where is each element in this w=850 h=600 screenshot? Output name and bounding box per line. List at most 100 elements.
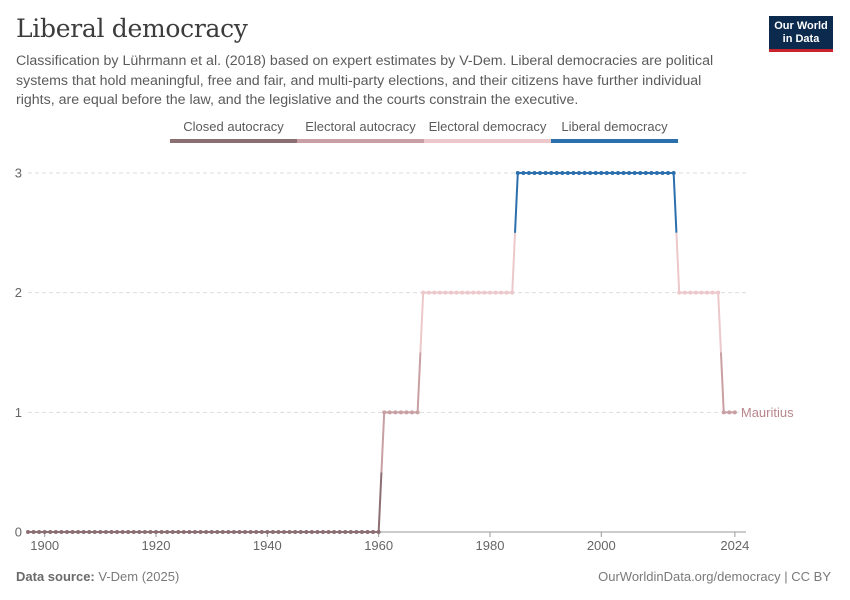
- data-point: [248, 530, 253, 534]
- data-source-label: Data source:: [16, 569, 95, 584]
- data-point: [649, 171, 654, 175]
- data-point: [87, 530, 92, 534]
- data-point: [359, 530, 364, 534]
- series-transition: [511, 232, 517, 293]
- data-source-value[interactable]: V-Dem (2025): [98, 569, 180, 584]
- data-point: [126, 530, 131, 534]
- legend-item-electoral-democracy[interactable]: Electoral democracy: [424, 118, 551, 144]
- data-point: [510, 290, 515, 295]
- data-point: [154, 530, 159, 534]
- legend-item-liberal-democracy[interactable]: Liberal democracy: [551, 118, 678, 144]
- y-tick-label: 2: [15, 285, 22, 300]
- x-tick-label: 1960: [364, 538, 393, 553]
- data-point: [365, 530, 370, 534]
- series-transition: [672, 172, 678, 233]
- data-point: [615, 171, 620, 175]
- data-point: [538, 171, 543, 175]
- legend-item-electoral-autocracy[interactable]: Electoral autocracy: [297, 118, 424, 144]
- data-point: [705, 290, 710, 295]
- data-point: [204, 530, 209, 534]
- data-point: [103, 530, 108, 534]
- data-point: [499, 290, 504, 295]
- data-point: [699, 290, 704, 295]
- data-point: [404, 410, 409, 415]
- data-point: [70, 530, 75, 534]
- data-point: [654, 171, 659, 175]
- legend-swatch: [424, 139, 551, 143]
- data-point: [693, 290, 698, 295]
- data-point: [326, 530, 331, 534]
- data-point: [582, 171, 587, 175]
- data-point: [393, 410, 398, 415]
- data-point: [120, 530, 125, 534]
- data-point: [515, 171, 520, 175]
- data-point: [170, 530, 175, 534]
- data-point: [259, 530, 264, 534]
- data-point: [599, 171, 604, 175]
- data-point: [621, 171, 626, 175]
- data-point: [682, 290, 687, 295]
- data-point: [265, 530, 270, 534]
- footer-url[interactable]: OurWorldinData.org/democracy | CC BY: [598, 569, 831, 584]
- data-point: [560, 171, 565, 175]
- data-point: [309, 530, 314, 534]
- legend-swatch: [170, 139, 297, 143]
- data-point: [81, 530, 86, 534]
- data-point: [176, 530, 181, 534]
- series-transition: [675, 232, 681, 293]
- data-point: [487, 290, 492, 295]
- data-point: [716, 290, 721, 295]
- x-tick-label: 1920: [142, 538, 171, 553]
- y-tick-label: 1: [15, 405, 22, 420]
- data-point: [610, 171, 615, 175]
- data-point: [282, 530, 287, 534]
- data-point: [237, 530, 242, 534]
- data-point: [727, 410, 732, 415]
- data-point: [493, 290, 498, 295]
- data-point: [243, 530, 248, 534]
- data-point: [460, 290, 465, 295]
- data-point: [198, 530, 203, 534]
- data-point: [287, 530, 292, 534]
- data-point: [677, 290, 682, 295]
- data-point: [337, 530, 342, 534]
- data-point: [732, 410, 737, 415]
- data-point: [554, 171, 559, 175]
- data-point: [426, 290, 431, 295]
- data-point: [131, 530, 136, 534]
- data-point: [382, 410, 387, 415]
- legend-label: Liberal democracy: [561, 119, 668, 134]
- legend-item-closed-autocracy[interactable]: Closed autocracy: [170, 118, 297, 144]
- data-point: [159, 530, 164, 534]
- legend-label: Closed autocracy: [183, 119, 284, 134]
- data-point: [231, 530, 236, 534]
- data-point: [148, 530, 153, 534]
- data-point: [109, 530, 114, 534]
- y-tick-label: 3: [15, 166, 22, 181]
- series-transition: [514, 172, 519, 233]
- data-point: [415, 410, 420, 415]
- x-tick-label: 1980: [476, 538, 505, 553]
- logo-line-1: Our World: [774, 20, 828, 32]
- data-point: [643, 171, 648, 175]
- data-point: [465, 290, 470, 295]
- data-point: [92, 530, 97, 534]
- data-point: [565, 171, 570, 175]
- y-tick-label: 0: [15, 525, 22, 540]
- data-point: [504, 290, 509, 295]
- data-point: [437, 290, 442, 295]
- data-point: [76, 530, 81, 534]
- data-point: [31, 530, 36, 534]
- data-point: [37, 530, 42, 534]
- data-point: [48, 530, 53, 534]
- data-point: [115, 530, 120, 534]
- data-point: [304, 530, 309, 534]
- x-tick-label: 1940: [253, 538, 282, 553]
- data-point: [254, 530, 259, 534]
- data-point: [627, 171, 632, 175]
- data-point: [638, 171, 643, 175]
- data-point: [215, 530, 220, 534]
- data-point: [526, 171, 531, 175]
- data-point: [398, 410, 403, 415]
- owid-logo[interactable]: Our World in Data: [769, 16, 833, 52]
